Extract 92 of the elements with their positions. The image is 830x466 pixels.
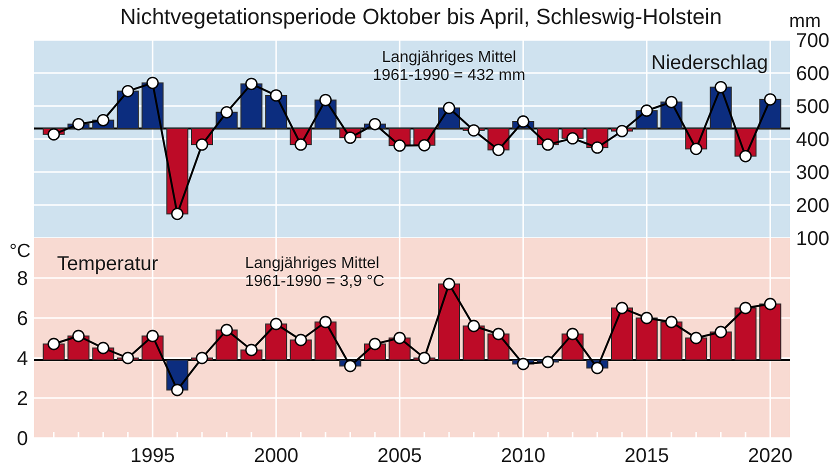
point	[468, 320, 480, 332]
point	[245, 344, 258, 356]
point	[542, 138, 554, 151]
bar	[462, 326, 485, 360]
point	[344, 360, 356, 372]
y-axis-title: °C	[9, 241, 31, 262]
point	[270, 318, 282, 330]
point	[616, 124, 628, 138]
text: Temperatur	[57, 253, 158, 275]
point	[72, 118, 85, 130]
point	[739, 150, 752, 162]
bar	[759, 304, 782, 360]
x-tick-label: 2010	[500, 445, 546, 466]
point	[690, 332, 702, 344]
point	[516, 115, 530, 128]
y-tick-label: 8	[16, 268, 28, 290]
point	[220, 106, 233, 118]
point	[640, 312, 653, 324]
text: Niederschlag	[651, 52, 768, 74]
point	[566, 328, 579, 340]
y-tick-label: 0	[16, 428, 28, 450]
point	[640, 104, 653, 117]
y-tick-label: 4	[16, 348, 28, 370]
point	[270, 89, 282, 102]
point	[146, 76, 159, 90]
point	[442, 278, 456, 290]
bar	[438, 284, 460, 360]
point	[245, 78, 258, 90]
y-tick-label: 6	[16, 308, 28, 330]
point	[591, 362, 604, 374]
point	[690, 142, 702, 156]
point	[122, 84, 134, 98]
point	[566, 132, 579, 145]
point	[739, 302, 752, 314]
point	[542, 356, 554, 368]
point	[72, 330, 85, 342]
point	[393, 139, 406, 152]
point	[468, 124, 480, 137]
bar	[660, 322, 682, 360]
point	[368, 118, 382, 130]
x-tick-label: 2015	[624, 445, 669, 466]
point	[196, 138, 208, 151]
point	[48, 128, 60, 141]
point	[442, 102, 456, 114]
point	[418, 139, 431, 152]
x-tick-label: 1995	[130, 445, 175, 466]
y-tick-label: 200	[796, 195, 830, 217]
point	[220, 324, 233, 336]
point	[616, 302, 628, 314]
point	[492, 144, 505, 156]
point	[764, 298, 776, 310]
chart-title: Nichtvegetationsperiode Oktober bis April, Schleswig-Holstein	[120, 4, 722, 29]
point	[196, 352, 208, 364]
bar	[636, 318, 658, 360]
y-tick-label: 400	[796, 129, 830, 151]
point	[714, 326, 728, 338]
bar	[240, 83, 262, 129]
point	[591, 141, 604, 154]
point	[319, 94, 332, 106]
point	[122, 352, 134, 364]
point	[294, 138, 308, 151]
x-tick-label: 2000	[254, 445, 298, 466]
point	[171, 208, 184, 220]
x-tick-label: 2005	[377, 445, 422, 466]
point	[516, 358, 530, 370]
point	[714, 80, 728, 94]
y-tick-label: 500	[796, 96, 830, 118]
point	[294, 334, 308, 346]
x-tick-label: 2020	[748, 445, 792, 466]
y-tick-label: 700	[796, 30, 830, 52]
point	[171, 384, 184, 396]
y-tick-label: 300	[796, 162, 830, 184]
annotation: Langjähriges Mittel 1961-1990 = 432 mm	[372, 49, 526, 84]
annotation: Langjähriges Mittel 1961-1990 = 3,9 °C	[245, 255, 384, 290]
y-tick-label: 100	[796, 228, 830, 250]
point	[319, 316, 332, 328]
point	[764, 93, 776, 106]
y-axis-title: mm	[789, 11, 821, 32]
point	[96, 342, 110, 354]
point	[146, 330, 159, 342]
point	[665, 96, 678, 108]
point	[96, 114, 110, 126]
point	[393, 332, 406, 344]
point	[368, 338, 382, 350]
y-tick-label: 2	[16, 388, 28, 410]
point	[48, 338, 60, 350]
point	[665, 316, 678, 328]
point	[492, 328, 505, 340]
point	[418, 352, 431, 364]
point	[344, 131, 356, 144]
bar	[734, 308, 757, 360]
y-tick-label: 600	[796, 63, 830, 85]
